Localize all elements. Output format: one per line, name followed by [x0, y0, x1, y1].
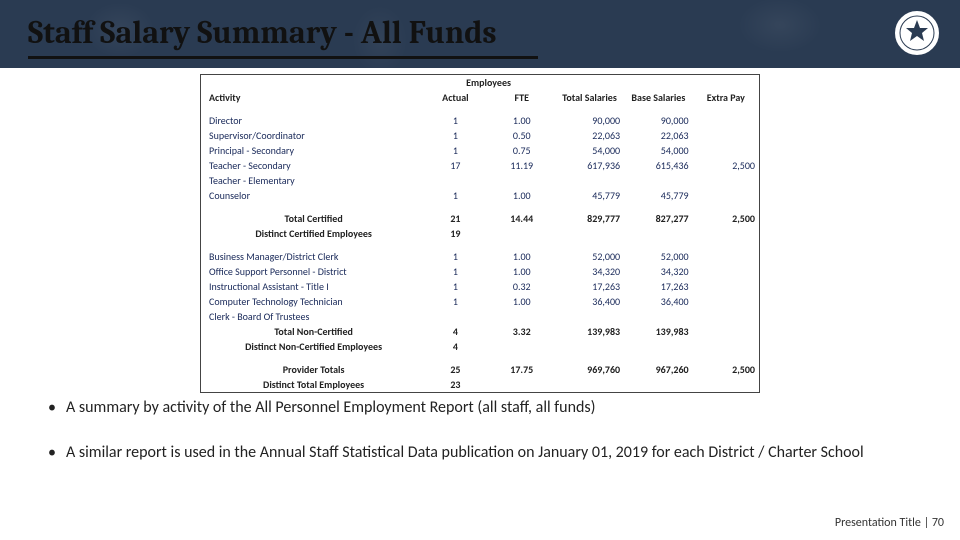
table-row: Instructional Assistant - Title I10.3217…	[201, 279, 759, 294]
table-header-top: Employees Total Salaries	[201, 75, 759, 90]
col-extra: Extra Pay	[693, 90, 759, 105]
table-row: Computer Technology Technician11.0036,40…	[201, 294, 759, 309]
footer-title: Presentation Title	[835, 516, 921, 530]
table-row: Business Manager/District Clerk11.0052,0…	[201, 249, 759, 264]
footer-page: 70	[932, 516, 944, 530]
distinct-certified-row: Distinct Certified Employees19	[201, 226, 759, 241]
table-row: Director11.0090,00090,000	[201, 113, 759, 128]
header-bar: Staff Salary Summary - All Funds	[0, 0, 960, 68]
bullet-list: A summary by activity of the All Personn…	[48, 398, 908, 488]
col-total-sal: Total Salaries	[555, 90, 624, 105]
salary-table: Employees Total Salaries Activity Actual…	[200, 74, 760, 393]
table-row: Teacher - Elementary	[201, 173, 759, 188]
distinct-noncert-row: Distinct Non-Certified Employees4	[201, 339, 759, 354]
footer-sep: |	[921, 516, 932, 530]
table-row: Teacher - Secondary1711.19617,936615,436…	[201, 158, 759, 173]
col-actual: Actual	[422, 90, 488, 105]
table-row: Counselor11.0045,77945,779	[201, 188, 759, 203]
state-seal-logo	[892, 8, 942, 58]
total-noncert-row: Total Non-Certified43.32139,983139,983	[201, 324, 759, 339]
table-row: Office Support Personnel - District11.00…	[201, 264, 759, 279]
bullet-item: A similar report is used in the Annual S…	[48, 443, 908, 464]
col-employees: Employees	[422, 75, 555, 90]
total-certified-row: Total Certified2114.44829,777827,2772,50…	[201, 211, 759, 226]
slide-title: Staff Salary Summary - All Funds	[28, 14, 497, 51]
col-base-sal: Base Salaries	[624, 90, 692, 105]
bullet-item: A summary by activity of the All Personn…	[48, 398, 908, 419]
salary-table-grid: Employees Total Salaries Activity Actual…	[201, 75, 759, 392]
table-row: Clerk - Board Of Trustees	[201, 309, 759, 324]
title-underline	[28, 56, 538, 59]
table-header-row: Activity Actual FTE Total Salaries Base …	[201, 90, 759, 105]
col-activity: Activity	[201, 90, 422, 105]
provider-totals-row: Provider Totals2517.75969,760967,2602,50…	[201, 362, 759, 377]
col-fte: FTE	[489, 90, 555, 105]
table-row: Principal - Secondary10.7554,00054,000	[201, 143, 759, 158]
distinct-total-row: Distinct Total Employees23	[201, 377, 759, 392]
table-row: Supervisor/Coordinator10.5022,06322,063	[201, 128, 759, 143]
footer: Presentation Title | 70	[835, 516, 944, 530]
